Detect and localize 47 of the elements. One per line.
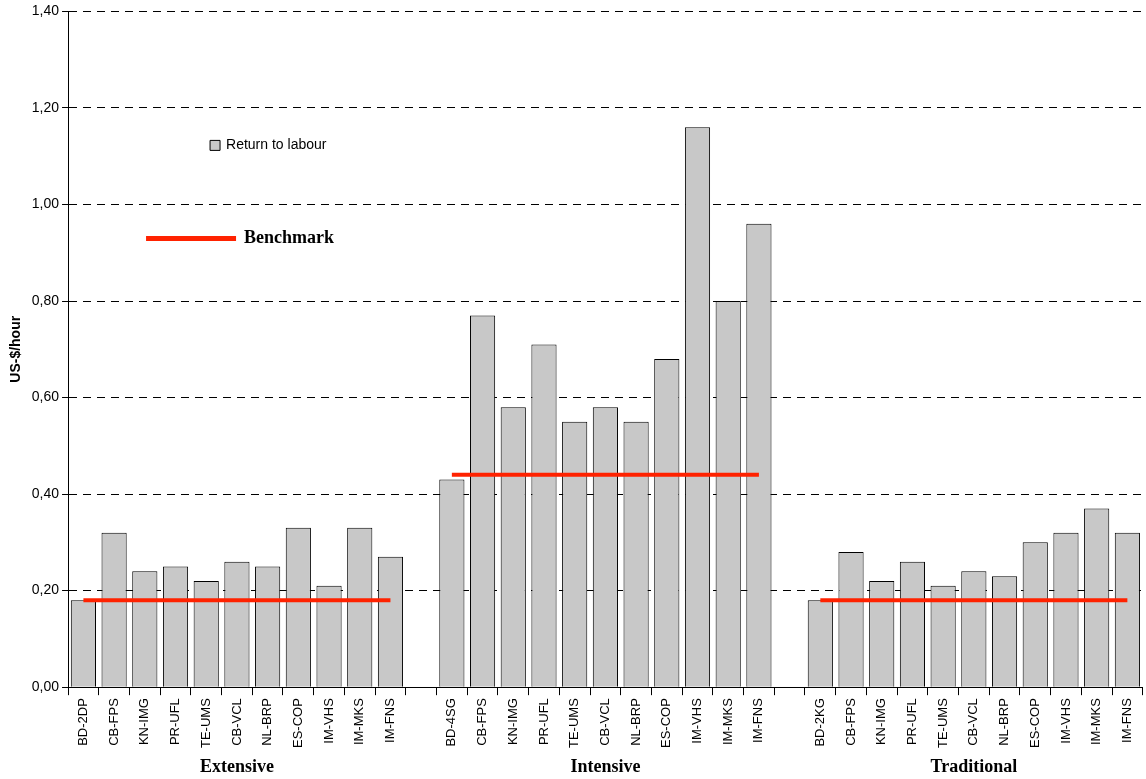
x-tick-label: BD-2DP — [74, 698, 90, 746]
x-tick-label: IM-MKS — [1088, 697, 1104, 746]
x-tick-label: IM-FNS — [1118, 697, 1134, 743]
x-tick-label: TE-UMS — [566, 697, 582, 748]
x-tick-label: ES-COP — [1026, 698, 1042, 748]
x-tick-label: KN-IMG — [136, 698, 152, 746]
x-tick-label: PR-UFL — [535, 698, 551, 746]
x-tick-label: CB-VCL — [228, 698, 244, 746]
x-tick-label: KN-IMG — [504, 698, 520, 746]
x-tick-label: IM-MKS — [351, 697, 367, 746]
x-tick-label: TE-UMS — [197, 697, 213, 748]
y-tick-label: 0,00 — [31, 678, 60, 695]
x-tick-label: BD-4SG — [443, 698, 459, 747]
x-tick-label: IM-VHS — [320, 697, 336, 744]
x-tick-label: CB-FPS — [105, 697, 121, 746]
x-tick-label: CB-VCL — [965, 698, 981, 746]
x-tick-label: NL-BRP — [627, 698, 643, 746]
y-tick-label: 0,40 — [31, 484, 60, 501]
y-tick-label: 1,00 — [31, 195, 60, 212]
x-tick-label: CB-FPS — [474, 697, 490, 746]
y-tick-label: 0,80 — [31, 291, 60, 308]
text: Intensive — [570, 756, 641, 776]
text: Extensive — [199, 756, 274, 776]
x-tick-label: KN-IMG — [873, 698, 889, 746]
x-tick-label: PR-UFL — [167, 698, 183, 746]
x-tick-label: ES-COP — [658, 698, 674, 748]
text: Traditional — [930, 756, 1018, 776]
x-tick-label: NL-BRP — [996, 698, 1012, 746]
x-tick-label: BD-2KG — [811, 698, 827, 747]
x-tick-label: IM-FNS — [750, 697, 766, 743]
x-tick-label: CB-FPS — [842, 697, 858, 746]
y-tick-label: 1,40 — [31, 2, 60, 19]
legend-label: Return to labour — [226, 136, 327, 153]
x-tick-label: PR-UFL — [904, 698, 920, 746]
legend-label: Benchmark — [244, 227, 335, 248]
x-tick-label: IM-VHS — [1057, 697, 1073, 744]
y-tick-label: 0,60 — [31, 388, 60, 405]
x-tick-label: ES-COP — [289, 698, 305, 748]
y-axis-title: US-$/hour — [7, 315, 24, 383]
x-tick-label: IM-MKS — [719, 697, 735, 746]
x-tick-label: IM-FNS — [382, 697, 398, 743]
x-tick-label: IM-VHS — [689, 697, 705, 744]
x-tick-label: TE-UMS — [934, 697, 950, 748]
x-tick-label: NL-BRP — [259, 698, 275, 746]
y-tick-label: 1,20 — [31, 98, 60, 115]
x-tick-label: CB-VCL — [596, 698, 612, 746]
y-tick-label: 0,20 — [31, 581, 60, 598]
